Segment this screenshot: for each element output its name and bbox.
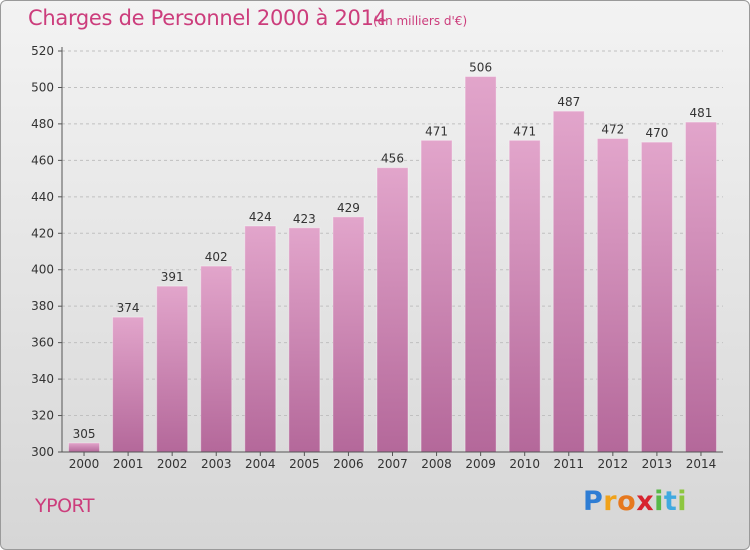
bar-value-label: 487 (557, 95, 580, 109)
x-tick-label: 2002 (157, 457, 188, 471)
bar-value-label: 471 (425, 124, 448, 138)
bar-value-label: 471 (513, 124, 536, 138)
y-tick-label: 440 (31, 190, 54, 204)
proxiti-logo: Proxiti (583, 486, 687, 517)
bar (508, 139, 541, 453)
commune-name: YPORT (35, 495, 94, 517)
y-tick-label: 300 (31, 445, 54, 459)
y-tick-label: 360 (31, 336, 54, 350)
y-tick-label: 380 (31, 299, 54, 313)
bar (684, 121, 717, 453)
y-tick-label: 480 (31, 117, 54, 131)
bar (332, 216, 365, 453)
x-tick-label: 2006 (333, 457, 364, 471)
x-tick-label: 2007 (377, 457, 408, 471)
bar (244, 225, 277, 453)
bar-value-label: 424 (249, 210, 272, 224)
x-tick-label: 2010 (509, 457, 540, 471)
bar-value-label: 402 (205, 250, 228, 264)
bar (288, 227, 321, 453)
bar (464, 76, 497, 453)
x-tick-label: 2004 (245, 457, 276, 471)
bar-value-label: 470 (645, 126, 668, 140)
bar (596, 137, 629, 453)
y-tick-label: 460 (31, 153, 54, 167)
x-tick-label: 2003 (201, 457, 232, 471)
bar (376, 167, 409, 453)
logo-letter: i (654, 486, 664, 517)
bar-value-label: 374 (117, 301, 140, 315)
bar (112, 316, 145, 453)
y-tick-label: 400 (31, 263, 54, 277)
x-tick-label: 2011 (553, 457, 584, 471)
bars: 305 374 391 402 424 423 429 456 471 506 471 487 472 4… (68, 61, 717, 453)
y-tick-label: 420 (31, 226, 54, 240)
y-tick-label: 340 (31, 372, 54, 386)
x-tick-label: 2012 (598, 457, 629, 471)
bar-value-label: 456 (381, 152, 404, 166)
bar-value-label: 481 (690, 106, 713, 120)
logo-letter: x (636, 486, 655, 517)
x-tick-label: 2014 (686, 457, 717, 471)
x-tick-label: 2013 (642, 457, 673, 471)
bar-value-label: 423 (293, 212, 316, 226)
bar (68, 442, 101, 453)
logo-letter: o (617, 486, 637, 517)
logo-letter: t (663, 486, 678, 517)
y-tick-label: 320 (31, 409, 54, 423)
x-tick-label: 2001 (113, 457, 144, 471)
x-tick-label: 2009 (465, 457, 496, 471)
y-tick-label: 500 (31, 80, 54, 94)
logo-letter: P (583, 486, 604, 517)
chart-subtitle: (en milliers d'€) (373, 14, 468, 28)
bar (640, 141, 673, 453)
bar (200, 265, 233, 453)
bar (552, 110, 585, 453)
bar-value-label: 305 (73, 427, 96, 441)
axes: 300 320 340 360 380 400 420 440 460 480 500 520 2000… (31, 44, 723, 471)
logo-letter: r (603, 486, 618, 517)
logo-letter: i (677, 486, 688, 517)
x-tick-label: 2005 (289, 457, 320, 471)
bar-value-label: 391 (161, 270, 184, 284)
bar-value-label: 506 (469, 61, 492, 75)
x-tick-label: 2008 (421, 457, 452, 471)
y-tick-label: 520 (31, 44, 54, 58)
bar-value-label: 472 (601, 122, 624, 136)
bar (156, 285, 189, 453)
bar-value-label: 429 (337, 201, 360, 215)
bar (420, 139, 453, 453)
chart-title: Charges de Personnel 2000 à 2014 (28, 6, 387, 30)
x-tick-label: 2000 (69, 457, 100, 471)
